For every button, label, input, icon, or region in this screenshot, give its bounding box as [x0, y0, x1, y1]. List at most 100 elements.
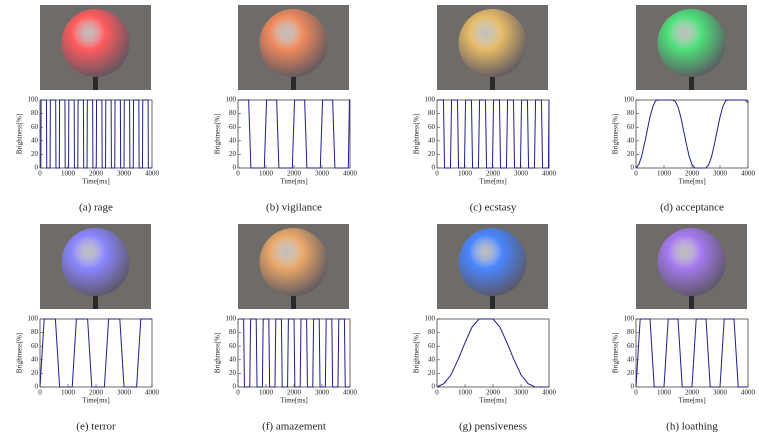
x-tick-label: 0	[38, 170, 42, 178]
photo-stand	[291, 294, 296, 309]
x-tick-label: 0	[435, 389, 439, 397]
y-tick-label: 100	[28, 96, 39, 104]
photo-stand	[689, 75, 694, 90]
x-axis-label: Time[ms]	[280, 397, 307, 405]
brightness-line	[635, 99, 749, 169]
y-tick-label: 60	[428, 123, 436, 131]
x-tick-label: 3000	[117, 389, 132, 397]
y-tick-label: 0	[631, 164, 635, 172]
x-tick-label: 1000	[657, 389, 672, 397]
x-tick-label: 2000	[287, 170, 302, 178]
brightness-line	[436, 318, 549, 388]
brightness-line	[437, 99, 550, 169]
x-axis-label: Time[ms]	[479, 178, 506, 186]
y-tick-label: 40	[428, 355, 436, 363]
x-tick-label: 4000	[145, 170, 160, 178]
x-tick-label: 3000	[117, 170, 132, 178]
y-tick-label: 80	[31, 328, 39, 336]
x-axis-label: Time[ms]	[678, 397, 705, 405]
photo-stand	[490, 294, 495, 309]
led-sphere	[61, 228, 130, 296]
y-tick-label: 0	[35, 383, 39, 391]
x-axis-label: Time[ms]	[82, 397, 109, 405]
x-tick-label: 0	[236, 389, 240, 397]
x-tick-label: 0	[634, 170, 638, 178]
x-tick-label: 3000	[315, 170, 330, 178]
y-tick-label: 20	[428, 150, 436, 158]
x-tick-label: 4000	[343, 389, 358, 397]
x-tick-label: 1000	[458, 170, 473, 178]
x-tick-label: 2000	[287, 389, 302, 397]
photo-stand	[291, 75, 296, 90]
x-tick-label: 1000	[259, 170, 274, 178]
y-tick-label: 80	[31, 109, 39, 117]
y-axis-label: Brightness[%]	[214, 114, 222, 154]
y-tick-label: 0	[233, 164, 237, 172]
y-tick-label: 60	[229, 342, 237, 350]
y-tick-label: 80	[627, 328, 635, 336]
led-sphere	[61, 9, 130, 77]
y-tick-label: 60	[627, 123, 635, 131]
y-axis-label: Brightness[%]	[413, 333, 421, 373]
y-axis-label: Brightness[%]	[612, 114, 620, 154]
x-tick-label: 4000	[145, 389, 160, 397]
x-axis-label: Time[ms]	[280, 178, 307, 186]
y-tick-label: 40	[627, 355, 635, 363]
y-axis-label: Brightness[%]	[16, 114, 24, 154]
caption: (f) amazement	[262, 421, 326, 433]
x-tick-label: 4000	[542, 170, 557, 178]
x-tick-label: 1000	[61, 170, 76, 178]
x-tick-label: 2000	[89, 170, 104, 178]
led-sphere	[657, 9, 726, 77]
x-tick-label: 3000	[315, 389, 330, 397]
x-axis-label: Time[ms]	[479, 397, 506, 405]
y-tick-label: 0	[233, 383, 237, 391]
y-tick-label: 0	[432, 383, 436, 391]
plot-frame	[635, 318, 749, 388]
y-tick-label: 40	[31, 355, 39, 363]
y-tick-label: 20	[627, 369, 635, 377]
x-tick-label: 4000	[741, 170, 756, 178]
y-tick-label: 20	[428, 369, 436, 377]
caption: (a) rage	[79, 202, 113, 214]
x-tick-label: 0	[634, 389, 638, 397]
led-sphere	[259, 228, 328, 296]
caption: (g) pensiveness	[459, 421, 527, 433]
y-tick-label: 20	[627, 150, 635, 158]
y-tick-label: 80	[627, 109, 635, 117]
brightness-line	[238, 99, 350, 169]
y-tick-label: 0	[35, 164, 39, 172]
y-tick-label: 20	[229, 150, 237, 158]
plot-frame	[436, 318, 550, 388]
x-tick-label: 3000	[713, 389, 728, 397]
caption: (e) terror	[76, 421, 116, 433]
photo-stand	[93, 75, 98, 90]
x-axis-label: Time[ms]	[82, 178, 109, 186]
y-tick-label: 20	[229, 369, 237, 377]
y-tick-label: 60	[428, 342, 436, 350]
x-tick-label: 2000	[89, 389, 104, 397]
photo-stand	[490, 75, 495, 90]
brightness-line	[39, 318, 152, 388]
plot-frame	[39, 318, 153, 388]
y-tick-label: 60	[31, 342, 39, 350]
photo-stand	[93, 294, 98, 309]
x-tick-label: 1000	[657, 170, 672, 178]
x-tick-label: 2000	[486, 389, 501, 397]
plot-frame	[635, 99, 749, 169]
y-tick-label: 60	[627, 342, 635, 350]
y-tick-label: 20	[31, 369, 39, 377]
brightness-line	[238, 318, 350, 388]
y-tick-label: 80	[428, 328, 436, 336]
y-tick-label: 0	[631, 383, 635, 391]
y-axis-label: Brightness[%]	[612, 333, 620, 373]
y-tick-label: 80	[428, 109, 436, 117]
caption: (d) acceptance	[660, 202, 724, 214]
y-tick-label: 40	[627, 136, 635, 144]
x-tick-label: 0	[38, 389, 42, 397]
led-sphere	[458, 9, 527, 77]
led-sphere	[657, 228, 726, 296]
x-tick-label: 0	[435, 170, 439, 178]
x-tick-label: 4000	[542, 389, 557, 397]
